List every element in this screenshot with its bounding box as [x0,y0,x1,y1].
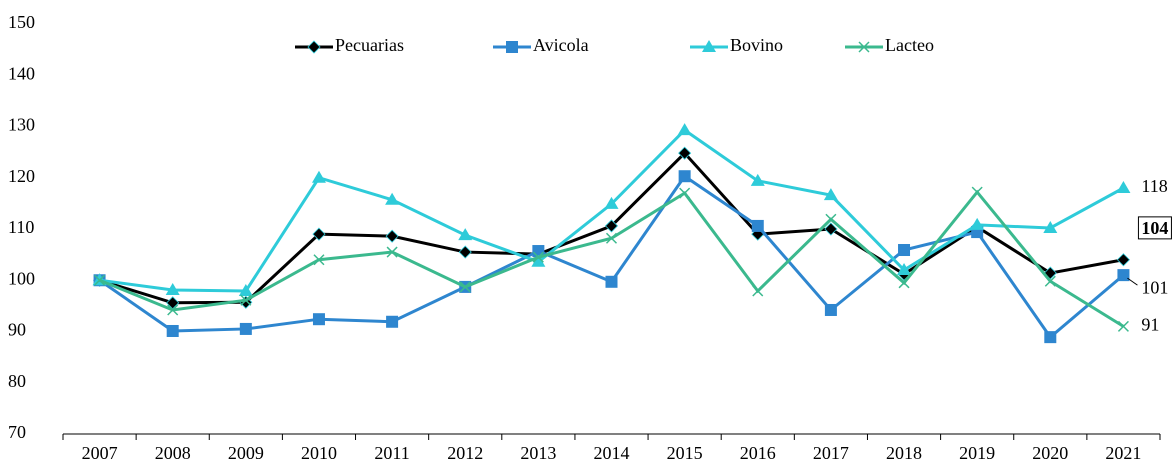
series-line [99,128,1125,293]
marker [506,41,518,53]
marker [240,294,252,306]
marker [1044,331,1057,344]
x-tick-label: 2013 [520,443,556,463]
y-tick-label: 120 [8,166,35,186]
marker [312,227,326,241]
marker [166,324,179,337]
marker [165,282,180,295]
marker [94,274,106,286]
marker [312,313,325,326]
marker [825,213,837,225]
x-tick-label: 2012 [447,443,483,463]
x-tick-label: 2007 [82,443,118,463]
marker [898,244,911,257]
x-tick-label: 2014 [594,443,630,463]
marker [824,222,838,236]
x-tick-label: 2015 [667,443,703,463]
marker [677,123,692,136]
marker [385,192,400,205]
marker [679,187,691,199]
x-tick-label: 2018 [886,443,922,463]
y-tick-label: 110 [8,217,34,237]
marker [1116,253,1130,267]
marker [678,146,692,160]
marker [897,263,912,275]
y-tick-label: 100 [8,268,35,288]
label-box [1137,216,1172,240]
marker [239,322,252,335]
data-label: 101 [1141,277,1168,297]
marker [823,188,838,201]
y-tick-label: 80 [8,371,26,391]
marker [459,281,471,293]
x-tick-label: 2009 [228,443,264,463]
legend-label: Avicola [533,35,589,55]
y-tick-label: 90 [8,320,26,340]
marker [824,303,837,316]
y-tick-label: 70 [8,422,26,442]
marker [750,173,765,186]
x-tick-label: 2008 [155,443,191,463]
marker [1117,320,1129,332]
marker [752,285,764,297]
marker [678,170,691,183]
marker [751,219,764,232]
y-tick-label: 140 [8,63,35,83]
x-tick-label: 2019 [959,443,995,463]
leader-line [1127,277,1138,286]
data-label: 91 [1141,315,1159,335]
marker [386,315,399,328]
series-line [99,189,1125,328]
legend-label: Bovino [730,35,783,55]
marker [311,170,326,183]
y-tick-label: 150 [8,12,35,32]
marker [604,219,619,233]
marker [605,232,618,244]
legend-label: Pecuarias [335,35,404,55]
marker [702,40,716,52]
marker [532,251,544,263]
marker [1117,269,1130,282]
marker [458,228,473,241]
marker [970,217,985,230]
data-label: 104 [1141,218,1168,238]
marker [167,304,179,316]
marker [1044,275,1056,287]
x-tick-label: 2010 [301,443,337,463]
marker [313,254,325,266]
data-label: 118 [1141,176,1167,196]
marker [238,284,253,297]
marker [386,246,398,258]
marker [458,245,472,259]
marker [605,275,618,288]
marker [858,41,870,53]
marker [307,40,321,54]
marker [385,229,399,243]
x-tick-label: 2011 [374,443,409,463]
marker [1116,181,1131,193]
marker [898,277,910,289]
x-tick-label: 2017 [813,443,849,463]
y-tick-label: 130 [8,115,35,135]
marker [604,196,619,209]
marker [531,254,546,267]
x-tick-label: 2020 [1032,443,1068,463]
marker [971,186,983,198]
x-tick-label: 2021 [1105,443,1141,463]
legend-label: Lacteo [885,35,934,55]
marker [1043,220,1058,233]
x-tick-label: 2016 [740,443,776,463]
